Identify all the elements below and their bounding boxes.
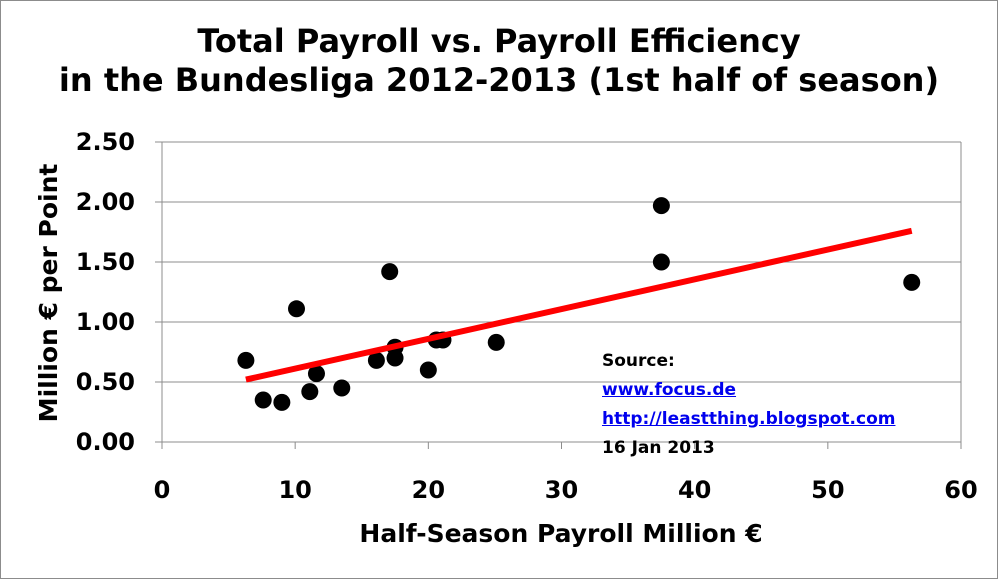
x-tick-label: 30 xyxy=(545,476,578,504)
data-point xyxy=(652,197,670,215)
x-tick-label: 50 xyxy=(811,476,844,504)
source-date: 16 Jan 2013 xyxy=(602,438,715,458)
data-point xyxy=(301,383,319,401)
x-tick-labels: 0 10 20 30 40 50 60 xyxy=(154,476,978,504)
source-note: Source: www.focus.de http://leastthing.b… xyxy=(602,347,895,463)
trendline-group xyxy=(245,227,913,383)
data-point xyxy=(237,351,255,369)
chart-title-line-1: Total Payroll vs. Payroll Efficiency xyxy=(197,22,801,60)
data-point xyxy=(254,391,272,409)
data-point xyxy=(333,379,351,397)
x-tick-label: 40 xyxy=(678,476,711,504)
data-point xyxy=(367,351,385,369)
y-tick-label: 1.50 xyxy=(76,248,135,276)
axes xyxy=(155,141,962,449)
grid-lines xyxy=(162,141,961,383)
data-point xyxy=(287,300,305,318)
data-points xyxy=(237,197,921,411)
x-tick-label: 10 xyxy=(278,476,311,504)
y-axis-label: Million € per Point xyxy=(34,164,63,423)
y-tick-label: 0.00 xyxy=(76,428,135,456)
data-point xyxy=(419,361,437,379)
chart-title-line-2: in the Bundesliga 2012-2013 (1st half of… xyxy=(58,61,940,99)
data-point xyxy=(487,333,505,351)
data-point xyxy=(273,393,291,411)
y-tick-labels: 0.00 0.50 1.00 1.50 2.00 2.50 xyxy=(76,128,135,456)
x-axis-label: Half-Season Payroll Million € xyxy=(359,519,762,548)
y-tick-label: 2.50 xyxy=(76,128,135,156)
source-link-focus[interactable]: www.focus.de xyxy=(602,380,737,400)
source-link-blog[interactable]: http://leastthing.blogspot.com xyxy=(602,409,896,429)
x-tick-label: 0 xyxy=(154,476,171,504)
y-tick-label: 0.50 xyxy=(76,368,135,396)
x-tick-label: 60 xyxy=(944,476,977,504)
source-label: Source: xyxy=(602,351,675,371)
data-point xyxy=(381,263,399,281)
y-tick-label: 2.00 xyxy=(76,188,135,216)
x-tick-label: 20 xyxy=(412,476,445,504)
data-point xyxy=(903,273,921,291)
data-point xyxy=(652,253,670,271)
chart-title: Total Payroll vs. Payroll Efficiency in … xyxy=(0,22,998,100)
y-tick-label: 1.00 xyxy=(76,308,135,336)
data-point xyxy=(307,365,325,383)
trendline xyxy=(245,227,913,383)
